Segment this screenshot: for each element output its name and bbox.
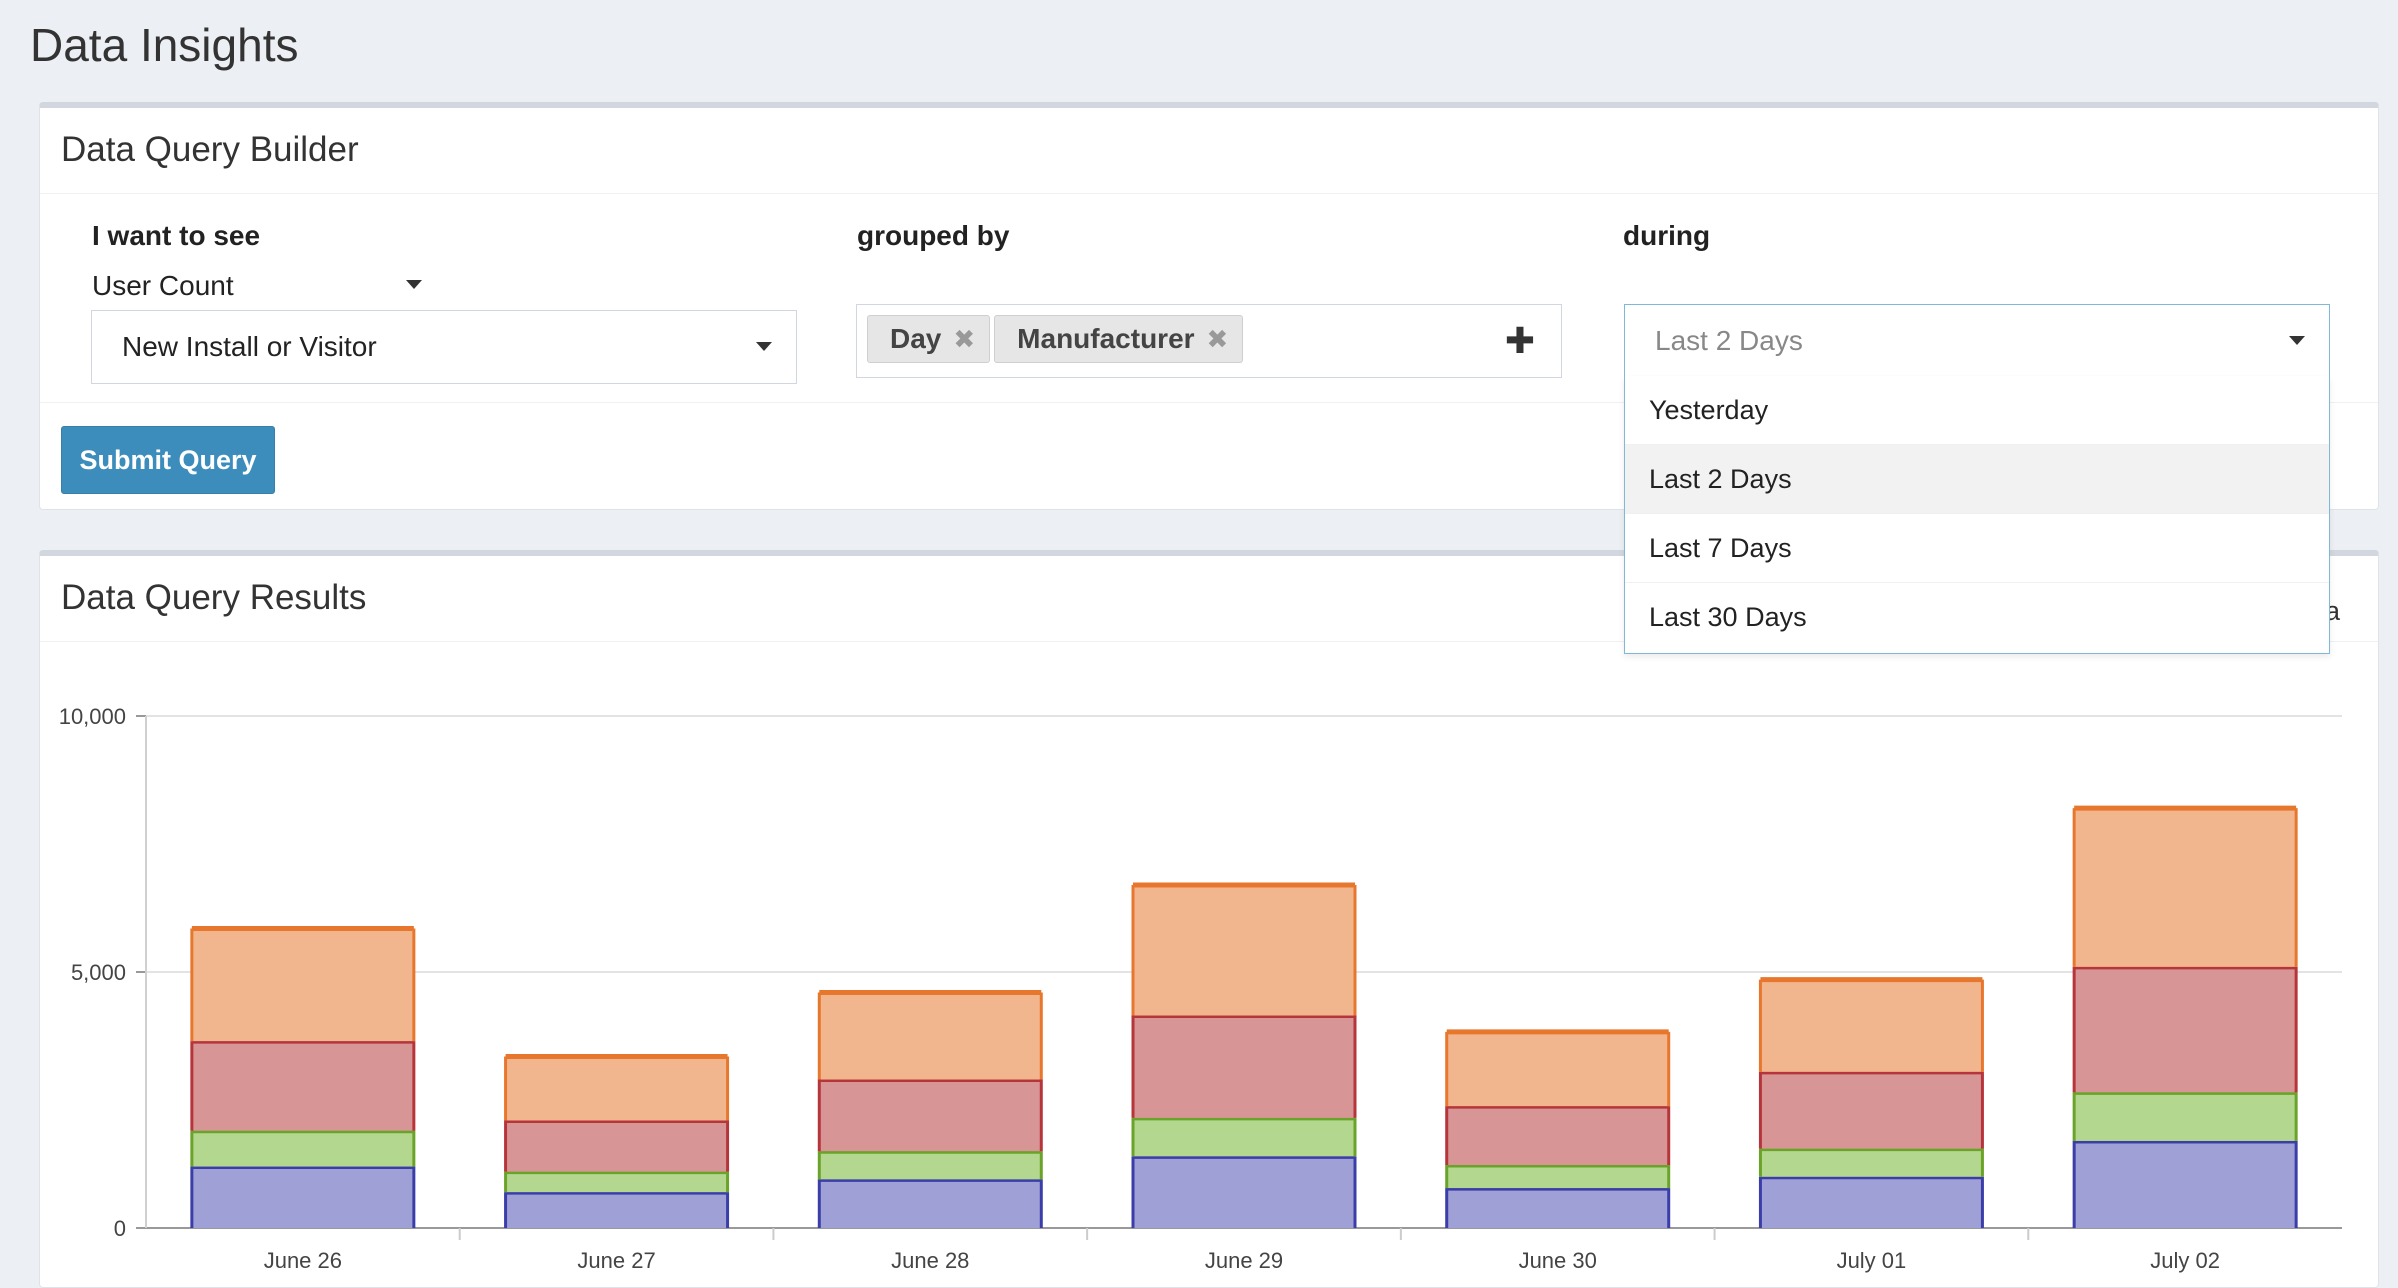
bar-segment: [819, 1151, 1042, 1180]
close-icon[interactable]: ✖: [953, 324, 976, 354]
bar-segment: [2074, 966, 2297, 1093]
x-tick-label: June 29: [1205, 1248, 1283, 1273]
bar-segment: [819, 1079, 1042, 1152]
bar-segment: [505, 1120, 728, 1172]
bar-segment: [1760, 1148, 1983, 1177]
bar-segment: [1133, 884, 1355, 1016]
bar-segment: [505, 1171, 728, 1193]
x-tick-label: June 30: [1519, 1248, 1597, 1273]
dropdown-option-last-7-days[interactable]: Last 7 Days: [1625, 514, 2329, 583]
query-builder-panel: Data Query Builder I want to see User Co…: [39, 102, 2379, 510]
want-label: I want to see: [92, 220, 261, 251]
bar-segment: [1446, 1188, 1669, 1228]
bar-segment: [191, 1166, 414, 1228]
dropdown-option-last-30-days[interactable]: Last 30 Days: [1649, 602, 1807, 632]
bar-segment: [505, 1192, 728, 1228]
bar-segment: [2074, 1092, 2297, 1141]
bar-segment: [191, 928, 414, 1042]
metric-select[interactable]: User Count: [92, 266, 422, 306]
group-tag-manufacturer[interactable]: Manufacturer ✖: [994, 315, 1244, 363]
caret-down-icon: [2289, 336, 2305, 345]
bar-segment: [1760, 1071, 1983, 1149]
bar-segment: [2074, 808, 2297, 967]
caret-down-icon: [406, 280, 422, 289]
close-icon[interactable]: ✖: [1206, 324, 1229, 354]
bar-segment: [2074, 1140, 2297, 1228]
bar-segment: [191, 1041, 414, 1131]
x-tick-label: June 27: [577, 1248, 655, 1273]
builder-title: Data Query Builder: [40, 108, 2378, 194]
dropdown-option-last-2-days[interactable]: Last 2 Days: [1625, 445, 2329, 514]
bar-segment: [1760, 1176, 1983, 1228]
bar-segment: [819, 992, 1042, 1080]
bar-segment: [1133, 1156, 1355, 1228]
segment-select[interactable]: New Install or Visitor: [91, 310, 797, 384]
bar-segment: [1133, 1015, 1355, 1118]
submit-query-button[interactable]: Submit Query: [61, 426, 275, 494]
during-select[interactable]: Last 2 Days: [1624, 304, 2330, 378]
bar-segment: [1133, 1117, 1355, 1157]
bar-segment: [819, 1179, 1042, 1228]
results-title: Data Query Results: [40, 556, 2378, 642]
group-tag-day[interactable]: Day ✖: [867, 315, 991, 363]
during-dropdown-menu: Yesterday Last 2 Days Last 7 Days Last 3…: [1624, 376, 2330, 654]
y-tick-label: 10,000: [59, 704, 126, 729]
x-tick-label: June 28: [891, 1248, 969, 1273]
x-tick-label: June 26: [264, 1248, 342, 1273]
bar-segment: [505, 1056, 728, 1121]
builder-divider: [40, 402, 2378, 403]
during-value: Last 2 Days: [1655, 325, 1803, 356]
group-by-input[interactable]: Day ✖ Manufacturer ✖ ✚: [856, 304, 1562, 378]
bar-segment: [1760, 979, 1983, 1072]
page-title: Data Insights: [30, 19, 299, 71]
segment-value: New Install or Visitor: [122, 331, 377, 362]
dropdown-option-yesterday[interactable]: Yesterday: [1625, 376, 2329, 445]
bar-segment: [191, 1130, 414, 1167]
caret-down-icon: [756, 342, 772, 351]
grouped-label: grouped by: [857, 220, 1010, 251]
bar-segment: [1446, 1106, 1669, 1166]
during-label: during: [1623, 220, 1711, 251]
plus-icon[interactable]: ✚: [1504, 320, 1535, 361]
y-tick-label: 0: [114, 1216, 126, 1241]
metric-value: User Count: [92, 270, 234, 301]
x-tick-label: July 02: [2150, 1248, 2220, 1273]
bar-segment: [1446, 1165, 1669, 1189]
bar-segment: [1446, 1031, 1669, 1107]
x-tick-label: July 01: [1837, 1248, 1907, 1273]
y-tick-label: 5,000: [71, 960, 126, 985]
